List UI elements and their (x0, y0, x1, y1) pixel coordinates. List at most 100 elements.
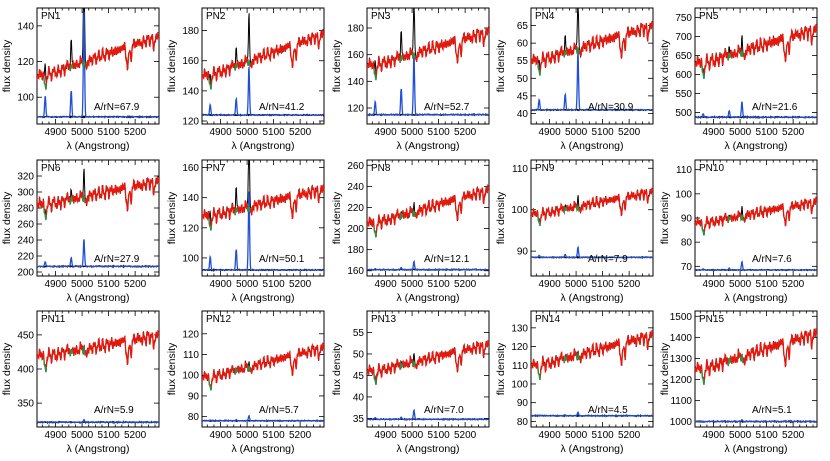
x-tick-label: 4900 (538, 430, 561, 441)
masked-region (575, 45, 580, 55)
y-tick-label: 80 (188, 412, 200, 423)
panel-label: PN13 (371, 314, 396, 325)
masked-region (739, 353, 744, 363)
x-tick-label: 5200 (289, 430, 312, 441)
y-tick-label: 200 (17, 268, 34, 279)
masked-region (537, 216, 542, 227)
panel-label: PN3 (371, 11, 391, 22)
panel-label: PN14 (535, 314, 560, 325)
x-tick-label: 5000 (729, 430, 752, 441)
x-tick-label: 4900 (538, 279, 561, 290)
masked-region (373, 67, 378, 81)
y-tick-label: 120 (182, 329, 199, 340)
panel-pn2: 4900 5000 5100 5200 120 140 160 180 λ (Angstrong… (166, 7, 325, 152)
y-tick-label: 110 (183, 350, 199, 361)
x-tick-label: 4900 (209, 127, 232, 138)
y-tick-label: 100 (511, 205, 528, 216)
spectra (202, 13, 324, 117)
y-tick-label: 100 (675, 189, 692, 200)
y-tick-label: 300 (17, 188, 34, 199)
panel-pn5: 4900 5000 5100 5200 500 550 600 650 700 750 λ (Ang… (659, 7, 818, 152)
y-tick-label: 220 (17, 252, 34, 263)
masked-region (701, 225, 706, 236)
masked-region (701, 65, 706, 80)
x-tick-label: 4900 (538, 127, 561, 138)
y-tick-label: 1300 (670, 354, 693, 365)
masked-region (563, 50, 568, 58)
masked-region (739, 48, 744, 58)
y-tick-label: 140 (17, 21, 34, 32)
y-tick-label: 1400 (670, 333, 693, 344)
masked-region (234, 63, 239, 71)
x-axis-label: λ (Angstrong) (66, 292, 129, 304)
plot-frame (201, 310, 325, 428)
x-tick-label: 5000 (565, 127, 588, 138)
masked-region (81, 193, 86, 203)
x-axis-label: λ (Angstrong) (396, 443, 459, 455)
y-tick-label: 65 (517, 21, 529, 32)
x-tick-label: 4900 (702, 279, 725, 290)
x-tick-label: 5200 (454, 279, 477, 290)
masked-region (411, 208, 416, 217)
y-tick-label: 160 (182, 56, 199, 67)
y-axis-label: flux density (495, 191, 507, 244)
x-tick-label: 5100 (262, 127, 285, 138)
y-tick-label: 50 (353, 349, 365, 360)
model-spectrum (202, 342, 324, 391)
x-tick-label: 4900 (44, 430, 67, 441)
x-tick-label: 5200 (782, 127, 805, 138)
x-tick-label: 4900 (374, 430, 397, 441)
masked-region (373, 373, 378, 385)
y-axis-label: flux density (1, 39, 13, 92)
masked-region (234, 207, 239, 215)
x-tick-label: 5100 (97, 430, 120, 441)
panel-pn1: 4900 5000 5100 5200 100 120 140 λ (Angstrong) fl… (1, 7, 160, 152)
y-tick-label: 160 (347, 266, 364, 277)
model-spectrum (202, 184, 324, 231)
emission-fit (695, 101, 817, 118)
y-tick-label: 450 (17, 330, 34, 341)
masked-region (234, 368, 239, 375)
spectra (367, 339, 489, 422)
masked-region (43, 77, 48, 90)
panel-label: PN12 (206, 314, 231, 325)
masked-region (208, 77, 213, 90)
x-tick-label: 5200 (618, 127, 641, 138)
emission-fit (202, 67, 324, 116)
y-tick-label: 80 (517, 417, 529, 428)
masked-region (563, 356, 568, 364)
x-tick-label: 5000 (729, 127, 752, 138)
y-axis-label: flux density (659, 191, 671, 244)
y-tick-label: 110 (512, 164, 528, 175)
y-tick-label: 1100 (670, 396, 692, 407)
x-tick-label: 5200 (782, 430, 805, 441)
y-tick-label: 220 (347, 203, 364, 214)
panel-pn13: 4900 5000 5100 5200 35 40 45 50 55 λ (Angstrong) f… (331, 310, 490, 455)
y-tick-label: 80 (681, 238, 693, 249)
x-tick-label: 5200 (618, 279, 641, 290)
x-axis-label: λ (Angstrong) (560, 292, 623, 304)
amplitude-noise-label: A/rN=4.5 (588, 405, 628, 416)
y-tick-label: 1500 (670, 312, 693, 323)
x-axis-label: λ (Angstrong) (724, 443, 787, 455)
x-tick-label: 5100 (262, 279, 285, 290)
spectra (37, 329, 159, 425)
masked-region (399, 55, 404, 63)
masked-region (81, 59, 86, 68)
panel-label: PN2 (206, 11, 226, 22)
x-tick-label: 5000 (401, 127, 424, 138)
y-tick-label: 70 (681, 262, 693, 273)
y-axis-label: flux density (331, 39, 343, 92)
masked-region (411, 50, 416, 60)
y-tick-label: 260 (17, 220, 34, 231)
y-tick-label: 120 (511, 342, 528, 353)
y-tick-label: 400 (17, 365, 34, 376)
emission-fit (367, 54, 489, 116)
model-spectrum (202, 29, 324, 89)
masked-region (246, 364, 251, 372)
masked-region (563, 207, 568, 216)
model-spectrum (695, 24, 817, 79)
masked-region (69, 64, 74, 72)
model-spectrum (695, 196, 817, 236)
masked-region (43, 358, 48, 373)
